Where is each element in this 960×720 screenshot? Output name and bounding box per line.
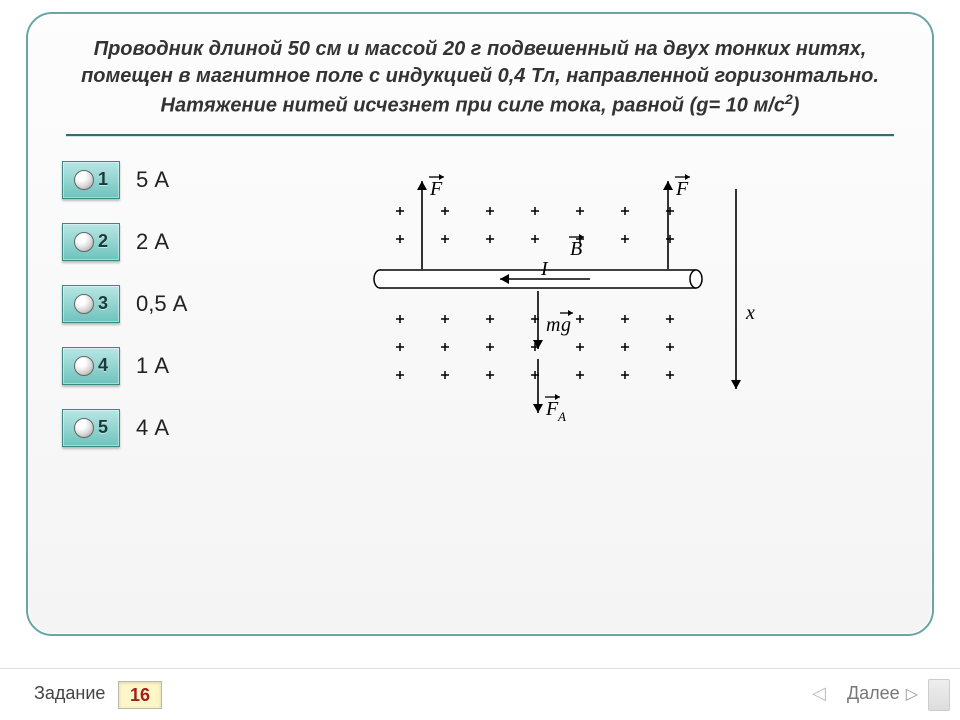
- task-label: Задание: [34, 683, 105, 704]
- option-number: 5: [98, 417, 108, 438]
- options-list: 1 5 А 2 2 А 3 0,5 А 4 1 А 5 4 А: [62, 157, 187, 447]
- physics-diagram: IFFmgFABx: [340, 169, 770, 439]
- option-number: 3: [98, 293, 108, 314]
- question-card: Проводник длиной 50 см и массой 20 г под…: [26, 12, 934, 636]
- option-radio-button[interactable]: 4: [62, 347, 120, 385]
- right-decor-block: [928, 679, 950, 711]
- option-radio-button[interactable]: 2: [62, 223, 120, 261]
- svg-text:A: A: [557, 409, 566, 424]
- radio-dot-icon: [74, 294, 94, 314]
- option-radio-button[interactable]: 3: [62, 285, 120, 323]
- svg-text:x: x: [745, 302, 755, 324]
- radio-dot-icon: [74, 418, 94, 438]
- option-row: 4 1 А: [62, 347, 187, 385]
- option-label: 2 А: [136, 229, 169, 255]
- svg-text:F: F: [545, 398, 559, 420]
- diagram-container: IFFmgFABx: [211, 157, 898, 447]
- option-row: 3 0,5 А: [62, 285, 187, 323]
- option-radio-button[interactable]: 1: [62, 161, 120, 199]
- svg-text:m: m: [546, 314, 560, 336]
- question-text: Проводник длиной 50 см и массой 20 г под…: [62, 32, 898, 130]
- option-row: 2 2 А: [62, 223, 187, 261]
- prev-arrow-icon[interactable]: ◁: [812, 683, 826, 704]
- option-row: 5 4 А: [62, 409, 187, 447]
- radio-dot-icon: [74, 232, 94, 252]
- svg-text:F: F: [429, 178, 443, 200]
- radio-dot-icon: [74, 356, 94, 376]
- option-label: 1 А: [136, 353, 169, 379]
- body-area: 15 А22 А30,5 А41 А54 А IFFmgFABx: [62, 157, 898, 447]
- divider: [66, 134, 894, 137]
- footer-bar: Задание 16 ◁ Далее ▷: [0, 668, 960, 720]
- svg-text:F: F: [675, 178, 689, 200]
- option-label: 5 А: [136, 167, 169, 193]
- task-number-box: 16: [118, 681, 162, 709]
- svg-text:g: g: [561, 314, 571, 336]
- radio-dot-icon: [74, 170, 94, 190]
- option-label: 4 А: [136, 415, 169, 441]
- option-number: 1: [98, 169, 108, 190]
- option-radio-button[interactable]: 5: [62, 409, 120, 447]
- option-number: 2: [98, 231, 108, 252]
- option-row: 1 5 А: [62, 161, 187, 199]
- option-label: 0,5 А: [136, 291, 187, 317]
- svg-text:B: B: [570, 238, 582, 260]
- next-button[interactable]: Далее ▷: [847, 683, 918, 704]
- next-button-label: Далее: [847, 683, 900, 704]
- next-arrow-icon: ▷: [906, 684, 918, 704]
- option-number: 4: [98, 355, 108, 376]
- svg-text:I: I: [540, 258, 549, 280]
